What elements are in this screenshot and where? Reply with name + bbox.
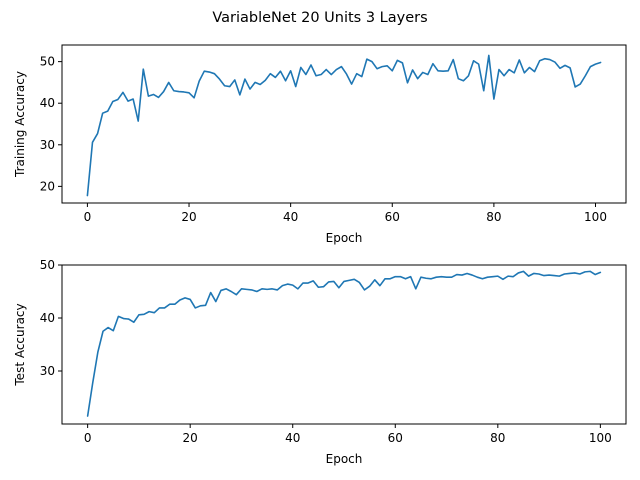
training-accuracy-line: [86, 54, 602, 197]
training-x-axis-label: Epoch: [326, 231, 363, 245]
training-y-axis-label: Training Accuracy: [13, 71, 27, 178]
training-y-tick-label: 40: [40, 96, 55, 110]
training-y-tick-label: 50: [40, 55, 55, 69]
test-x-tick-label: 80: [490, 431, 505, 445]
test-x-tick-label: 40: [285, 431, 300, 445]
training-accuracy-plot: 0 20 40 60 80 100 20 30 40 50 Epoch Training Accura…: [13, 44, 627, 245]
training-x-tick-label: 80: [486, 210, 501, 224]
test-y-tick-label: 50: [40, 258, 55, 272]
test-axes-frame: [61, 264, 627, 425]
test-y-axis-label: Test Accuracy: [13, 303, 27, 386]
training-y-tick-label: 20: [40, 179, 55, 193]
test-accuracy-line: [86, 270, 602, 417]
test-y-tick-label: 40: [40, 311, 55, 325]
training-x-tick-label: 40: [283, 210, 298, 224]
training-x-tick-label: 100: [584, 210, 607, 224]
training-x-tick-label: 0: [84, 210, 92, 224]
test-x-tick-label: 60: [388, 431, 403, 445]
test-x-axis-label: Epoch: [326, 452, 363, 466]
test-x-tick-label: 0: [84, 431, 92, 445]
training-axes-frame: [61, 44, 627, 204]
figure-title: VariableNet 20 Units 3 Layers: [212, 10, 427, 26]
test-x-tick-label: 20: [183, 431, 198, 445]
test-y-tick-label: 30: [40, 364, 55, 378]
training-x-tick-label: 60: [385, 210, 400, 224]
training-y-tick-label: 30: [40, 138, 55, 152]
test-x-tick-label: 100: [589, 431, 612, 445]
test-accuracy-plot: 0 20 40 60 80 100 30 40 50 Epoch Test Accuracy: [13, 258, 627, 466]
training-x-tick-label: 20: [181, 210, 196, 224]
